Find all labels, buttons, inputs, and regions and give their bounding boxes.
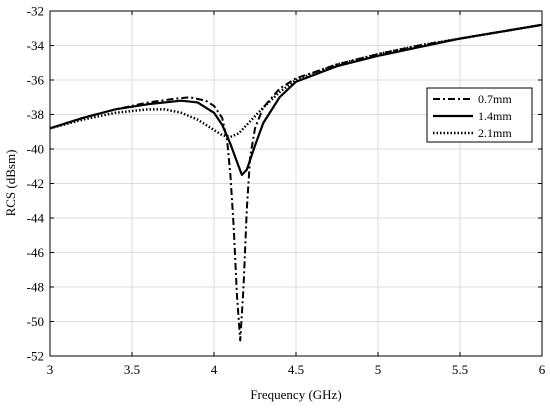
y-tick-label: -50: [27, 314, 44, 329]
legend-label-1: 1.4mm: [478, 109, 512, 123]
axis-ticks: [49, 10, 543, 357]
legend-label-0: 0.7mm: [478, 92, 512, 106]
x-tick-label: 4: [211, 362, 218, 377]
y-tick-label: -36: [27, 73, 45, 88]
y-axis-title: RCS (dBsm): [3, 150, 18, 217]
x-axis-title: Frequency (GHz): [250, 387, 341, 402]
y-tick-label: -32: [27, 4, 44, 19]
y-tick-label: -42: [27, 176, 44, 191]
x-tick-label: 3.5: [124, 362, 140, 377]
series-line-0: [49, 23, 543, 342]
legend-label-2: 2.1mm: [478, 126, 512, 140]
series-line-2: [49, 23, 543, 139]
y-tick-label: -40: [27, 142, 44, 157]
legend: 0.7mm 1.4mm 2.1mm: [426, 87, 533, 143]
series-lines: [49, 23, 543, 342]
x-tick-label: 5.5: [452, 362, 468, 377]
y-tick-label: -48: [27, 280, 44, 295]
y-tick-labels: -52 -50 -48 -46 -44 -42 -40 -38 -36 -34 -32: [27, 4, 45, 364]
x-tick-label: 3: [47, 362, 54, 377]
x-tick-label: 5: [375, 362, 382, 377]
y-tick-label: -44: [27, 211, 45, 226]
series-line-1: [49, 23, 543, 176]
y-tick-label: -38: [27, 107, 44, 122]
x-tick-labels: 3 3.5 4 4.5 5 5.5 6: [47, 362, 546, 377]
x-tick-label: 4.5: [288, 362, 304, 377]
y-tick-label: -46: [27, 245, 45, 260]
y-tick-label: -34: [27, 38, 45, 53]
grid: [49, 10, 543, 357]
y-tick-label: -52: [27, 349, 44, 364]
x-tick-label: 6: [539, 362, 546, 377]
